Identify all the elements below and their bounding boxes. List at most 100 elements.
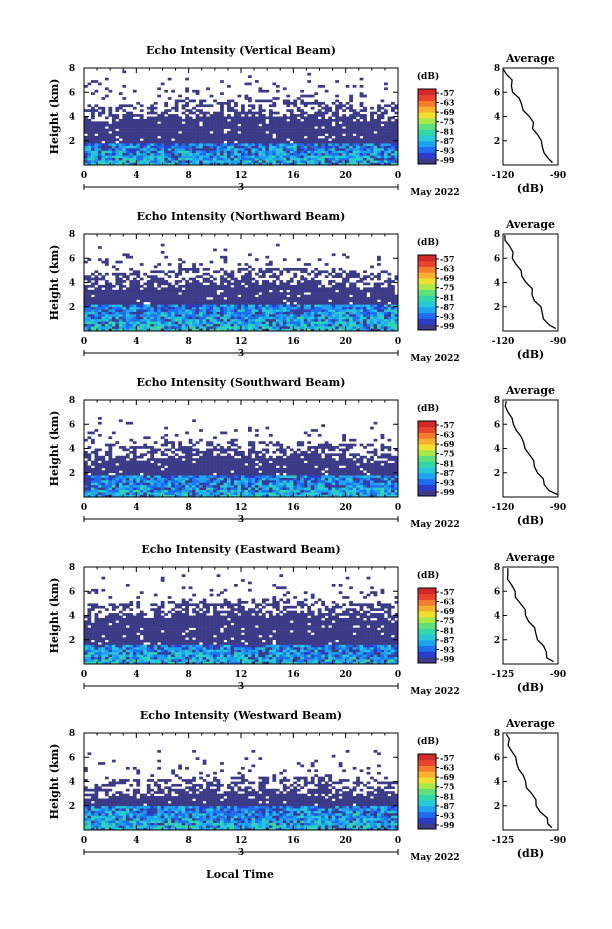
heatmap-cell [380, 287, 385, 291]
heatmap-cell [342, 289, 346, 293]
heatmap-cell [167, 143, 172, 146]
heatmap-cell [174, 482, 179, 486]
colorbar-frame [417, 88, 437, 165]
heatmap-cell [321, 314, 326, 317]
heatmap-cell [234, 143, 238, 146]
heatmap-cell [307, 321, 312, 325]
heatmap-cell [335, 299, 339, 303]
heatmap-cell [373, 121, 378, 125]
heatmap-cell [139, 467, 144, 471]
heatmap-cell [94, 109, 99, 112]
heatmap-cell [139, 304, 144, 308]
heatmap-cell [251, 160, 256, 163]
heatmap-cell [289, 126, 294, 129]
heatmap-cell [192, 309, 196, 312]
heatmap-cell [195, 92, 200, 95]
heatmap-cell [345, 289, 350, 293]
heatmap-cell [115, 123, 120, 127]
heatmap-cell [268, 297, 273, 300]
heatmap-cell [317, 292, 322, 295]
heatmap-cell [195, 311, 200, 315]
heatmap-cell [317, 121, 322, 125]
heatmap-cell [352, 275, 357, 278]
heatmap-cell [223, 118, 228, 122]
heatmap-cell [195, 284, 200, 288]
heatmap-cell [338, 140, 343, 144]
heatmap-cell [268, 284, 273, 288]
heatmap-cell [258, 99, 263, 103]
heatmap-cell [213, 131, 217, 134]
heatmap-cell [101, 484, 106, 488]
heatmap-cell [90, 304, 95, 308]
heatmap-cell [377, 133, 381, 137]
colorbar-swatch [418, 100, 436, 107]
heatmap-cell [384, 309, 388, 312]
heatmap-cell [377, 128, 381, 132]
heatmap-cell [125, 323, 130, 327]
heatmap-cell [87, 309, 92, 312]
heatmap-cell [230, 148, 235, 151]
heatmap-cell [136, 484, 141, 488]
heatmap-cell [84, 260, 88, 264]
heatmap-cell [307, 128, 312, 132]
heatmap-cell [317, 155, 322, 159]
heatmap-cell [300, 109, 305, 112]
heatmap-cell [279, 299, 284, 303]
heatmap-cell [275, 277, 280, 281]
heatmap-cell [202, 157, 207, 161]
heatmap-cell [247, 323, 252, 327]
heatmap-cell [265, 135, 270, 139]
heatmap-cell [220, 328, 224, 332]
heatmap-cell [125, 150, 130, 154]
heatmap-cell [384, 155, 388, 159]
heatmap-cell [97, 465, 102, 469]
heatmap-cell [282, 143, 287, 146]
heatmap-cell [293, 318, 298, 322]
heatmap-cell [261, 323, 266, 327]
heatmap-cell [387, 282, 392, 286]
heatmap-cell [220, 306, 224, 310]
heatmap-cell [384, 143, 388, 146]
heatmap-cell [136, 321, 141, 325]
x-tick-label: 4 [133, 337, 139, 347]
heatmap-cell [192, 475, 196, 478]
x-tick-label: 16 [287, 171, 300, 181]
heatmap-cell [359, 131, 364, 134]
heatmap-cell [300, 94, 305, 98]
heatmap-cell [199, 304, 203, 308]
heatmap-cell [317, 160, 322, 163]
heatmap-cell [258, 275, 263, 278]
heatmap-cell [234, 101, 238, 105]
heatmap-cell [167, 304, 172, 308]
heatmap-cell [272, 118, 277, 122]
heatmap-cell [171, 118, 176, 122]
heatmap-cell [342, 301, 346, 305]
heatmap-cell [247, 253, 252, 257]
heatmap-cell [118, 150, 123, 154]
heatmap-cell [279, 157, 284, 161]
y-axis-label: Height (km) [48, 245, 61, 321]
x-tick-label: 20 [339, 171, 352, 181]
heatmap-cell [143, 309, 148, 312]
heatmap-cell [174, 326, 179, 329]
heatmap-cell [328, 318, 333, 322]
heatmap-cell [296, 140, 301, 144]
heatmap-cell [384, 150, 388, 154]
heatmap-cell [188, 292, 193, 295]
heatmap-cell [241, 311, 245, 315]
heatmap-cell [300, 301, 305, 305]
heatmap-cell [370, 143, 374, 146]
heatmap-cell [195, 489, 200, 493]
heatmap-cell [324, 109, 329, 112]
heatmap-cell [370, 297, 374, 300]
heatmap-cell [150, 487, 155, 491]
heatmap-cell [213, 138, 217, 142]
heatmap-cell [101, 480, 106, 483]
heatmap-cell [216, 148, 221, 151]
heatmap-cell [237, 135, 242, 139]
heatmap-cell [254, 321, 259, 325]
heatmap-cell [125, 131, 130, 134]
heatmap-cell [286, 304, 291, 308]
heatmap-cell [90, 277, 95, 281]
